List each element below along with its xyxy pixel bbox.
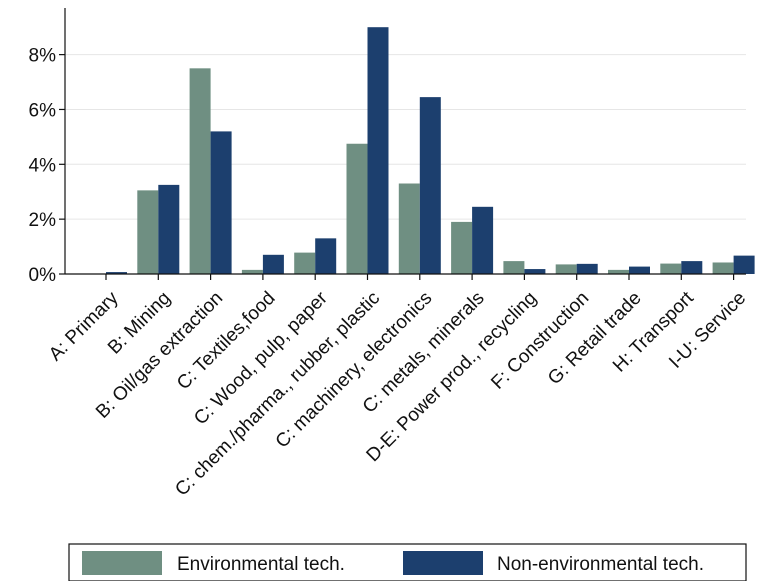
- legend-swatch-environmental: [82, 551, 162, 575]
- bar-non-environmental-6: [419, 97, 441, 274]
- bar-non-environmental-11: [681, 261, 703, 274]
- bars: [106, 27, 755, 274]
- bar-non-environmental-4: [315, 238, 337, 274]
- bar-environmental-1: [137, 190, 159, 274]
- axes: [64, 8, 746, 275]
- bar-environmental-10: [608, 269, 629, 274]
- legend-label-environmental: Environmental tech.: [177, 554, 345, 575]
- bar-non-environmental-9: [576, 263, 598, 274]
- y-tick-label: 6%: [29, 100, 57, 121]
- bar-non-environmental-3: [262, 254, 284, 274]
- y-ticks: 0% 2% 4% 6% 8%: [29, 46, 65, 286]
- bar-environmental-5: [346, 143, 368, 274]
- bar-environmental-6: [398, 183, 420, 274]
- bar-environmental-7: [451, 221, 473, 274]
- bar-non-environmental-8: [524, 269, 546, 274]
- bar-environmental-11: [660, 263, 682, 274]
- legend: Environmental tech. Non-environmental te…: [68, 543, 747, 581]
- bar-environmental-2: [189, 68, 211, 274]
- y-tick-label: 2%: [29, 210, 57, 231]
- bar-non-environmental-7: [472, 206, 494, 274]
- bar-non-environmental-2: [210, 131, 232, 274]
- legend-swatch-non-environmental: [403, 551, 483, 575]
- y-tick-label: 0%: [29, 265, 57, 286]
- bar-environmental-3: [241, 269, 263, 274]
- bar-non-environmental-0: [106, 272, 127, 274]
- bar-non-environmental-1: [158, 184, 180, 274]
- bar-environmental-12: [712, 262, 734, 274]
- bar-non-environmental-5: [367, 27, 389, 274]
- bar-environmental-8: [503, 261, 525, 274]
- y-tick-label: 4%: [29, 155, 57, 176]
- bar-environmental-9: [555, 264, 577, 274]
- bar-environmental-4: [294, 252, 316, 274]
- bar-non-environmental-10: [629, 266, 650, 274]
- bar-non-environmental-12: [733, 255, 755, 274]
- legend-label-non-environmental: Non-environmental tech.: [497, 554, 704, 575]
- y-tick-label: 8%: [29, 46, 57, 67]
